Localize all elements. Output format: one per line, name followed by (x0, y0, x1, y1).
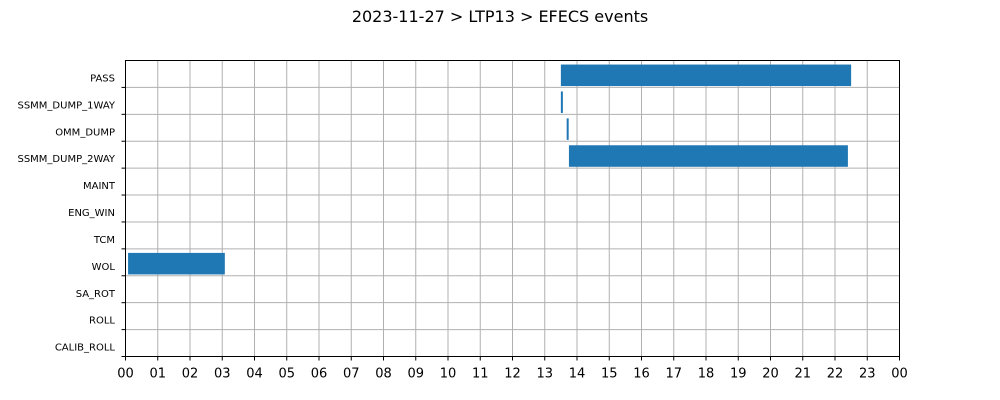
y-axis: PASS SSMM_DUMP_1WAY OMM_DUMP SSMM_DUMP_2WAY… (17, 73, 126, 357)
x-tick-label: 00 (891, 367, 908, 382)
x-tick-label: 19 (730, 367, 747, 382)
event-bar (560, 64, 852, 87)
event-bar (128, 252, 225, 275)
y-tick-label: SSMM_DUMP_1WAY (17, 100, 115, 111)
y-tick-label: SSMM_DUMP_2WAY (17, 154, 115, 165)
x-tick-label: 18 (698, 367, 715, 382)
x-tick-label: 04 (246, 367, 263, 382)
x-tick-label: 16 (633, 367, 650, 382)
event-bar (568, 145, 848, 167)
y-tick-label: OMM_DUMP (55, 127, 115, 138)
x-tick-label: 00 (117, 367, 134, 382)
x-tick-label: 02 (182, 367, 199, 382)
y-tick-label: SA_ROT (76, 289, 116, 300)
x-tick-label: 06 (311, 367, 328, 382)
grid-layer (125, 60, 900, 357)
y-tick-label: TCM (93, 235, 115, 246)
bar-layer (128, 64, 852, 275)
x-tick-label: 12 (504, 367, 521, 382)
x-tick-label: 15 (601, 367, 618, 382)
x-tick-label: 07 (343, 367, 360, 382)
x-tick-label: 05 (278, 367, 295, 382)
x-tick-label: 17 (665, 367, 682, 382)
x-tick-label: 23 (859, 367, 876, 382)
x-tick-label: 21 (794, 367, 811, 382)
y-tick-label: WOL (92, 262, 116, 273)
y-tick-label: ENG_WIN (68, 208, 115, 219)
x-tick-label: 09 (407, 367, 424, 382)
y-tick-label: CALIB_ROLL (55, 343, 116, 354)
event-bar (566, 118, 569, 140)
x-tick-label: 01 (149, 367, 166, 382)
event-bar (560, 91, 563, 113)
x-tick-label: 14 (569, 367, 586, 382)
y-tick-label: ROLL (89, 316, 115, 327)
x-axis: 00 01 02 03 04 05 06 07 08 09 10 11 12 13 14 15 16 17 18 19… (117, 356, 908, 382)
y-tick-label: MAINT (83, 181, 116, 192)
x-tick-label: 11 (472, 367, 489, 382)
y-tick-label: PASS (90, 73, 115, 84)
chart-title: 2023-11-27 > LTP13 > EFECS events (352, 7, 648, 26)
x-tick-label: 03 (214, 367, 231, 382)
plot-frame (125, 60, 900, 357)
x-tick-label: 20 (762, 367, 779, 382)
x-tick-label: 22 (827, 367, 844, 382)
x-tick-label: 10 (440, 367, 457, 382)
x-tick-label: 13 (536, 367, 553, 382)
x-tick-label: 08 (375, 367, 392, 382)
